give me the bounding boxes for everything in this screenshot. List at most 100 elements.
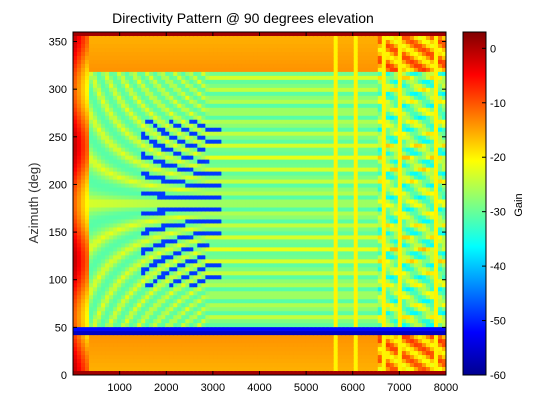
heatmap-cell (145, 91, 150, 97)
heatmap-cell (145, 367, 150, 372)
heatmap-cell (201, 247, 206, 252)
heatmap-cell (229, 55, 235, 61)
heatmap-cell (149, 251, 154, 256)
heatmap-cell (289, 347, 295, 352)
heatmap-cell (281, 275, 287, 280)
heatmap-cell (137, 63, 142, 69)
heatmap-cell (301, 87, 307, 93)
heatmap-cell (145, 67, 150, 73)
heatmap-cell (177, 79, 182, 85)
heatmap-cell (125, 335, 130, 340)
heatmap-cell (185, 147, 190, 153)
heatmap-cell (73, 199, 78, 205)
heatmap-cell (285, 115, 291, 121)
heatmap-cell (85, 299, 90, 304)
heatmap-cell (205, 223, 210, 229)
heatmap-cell (257, 363, 263, 368)
heatmap-cell (109, 159, 114, 165)
heatmap-cell (157, 95, 162, 101)
heatmap-cell (73, 39, 78, 45)
heatmap-cell (165, 279, 170, 284)
heatmap-cell (117, 267, 122, 272)
heatmap-cell (261, 319, 267, 324)
heatmap-cell (93, 111, 98, 117)
heatmap-cell (117, 151, 122, 157)
heatmap-cell (161, 163, 166, 169)
heatmap-cell (229, 63, 235, 69)
heatmap-cell (97, 335, 102, 340)
heatmap-cell (241, 283, 247, 288)
heatmap-cell (301, 263, 307, 268)
heatmap-cell (173, 87, 178, 93)
heatmap-cell (137, 287, 142, 292)
heatmap-cell (181, 331, 186, 336)
heatmap-cell (141, 35, 146, 41)
heatmap-cell (93, 327, 98, 332)
heatmap-cell (133, 303, 138, 308)
heatmap-cell (253, 343, 259, 348)
heatmap-cell (249, 335, 255, 340)
heatmap-cell (201, 283, 206, 288)
heatmap-cell (185, 155, 190, 161)
heatmap-cell (261, 215, 267, 221)
heatmap-cell (101, 371, 106, 375)
heatmap-cell (277, 195, 283, 201)
heatmap-cell (185, 243, 190, 248)
heatmap-cell (113, 291, 118, 296)
heatmap-cell (285, 95, 291, 101)
heatmap-cell (293, 359, 299, 364)
heatmap-cell (245, 275, 251, 280)
heatmap-cell (261, 211, 267, 217)
heatmap-cell (229, 39, 235, 45)
heatmap-cell (121, 295, 126, 300)
heatmap-cell (209, 111, 214, 117)
heatmap-cell (189, 339, 194, 344)
heatmap-cell (261, 155, 267, 161)
heatmap-cell (253, 327, 259, 332)
heatmap-cell (269, 355, 275, 360)
heatmap-cell (293, 115, 299, 121)
heatmap-cell (205, 251, 210, 256)
heatmap-cell (213, 159, 218, 165)
heatmap-cell (305, 35, 311, 41)
heatmap-cell (81, 59, 86, 65)
heatmap-cell (93, 131, 98, 137)
heatmap-cell (245, 179, 251, 185)
heatmap-cell (141, 167, 146, 173)
heatmap-cell (121, 243, 126, 248)
heatmap-cell (169, 167, 174, 173)
heatmap-cell (297, 239, 303, 244)
heatmap-cell (209, 63, 214, 69)
heatmap-cell (129, 343, 134, 348)
heatmap-cell (133, 243, 138, 248)
heatmap-cell (137, 127, 142, 133)
heatmap-cell (249, 91, 255, 97)
heatmap-cell (269, 347, 275, 352)
heatmap-cell (153, 75, 158, 81)
heatmap-cell (177, 131, 182, 137)
heatmap-cell (217, 32, 222, 37)
heatmap-cell (181, 211, 186, 217)
heatmap-cell (77, 39, 82, 45)
heatmap-cell (245, 127, 251, 133)
heatmap-cell (265, 219, 271, 225)
heatmap-cell (245, 119, 251, 125)
heatmap-cell (121, 343, 126, 348)
heatmap-cell (273, 135, 279, 141)
heatmap-cell (217, 127, 222, 133)
heatmap-cell (81, 259, 86, 264)
heatmap-cell (77, 59, 82, 65)
heatmap-cell (121, 283, 126, 288)
heatmap-cell (281, 183, 287, 189)
heatmap-cell (133, 167, 138, 173)
heatmap-cell (129, 95, 134, 101)
heatmap-cell (221, 95, 227, 101)
heatmap-cell (261, 331, 267, 336)
heatmap-cell (261, 363, 267, 368)
heatmap-cell (85, 75, 90, 81)
heatmap-cell (109, 299, 114, 304)
heatmap-cell (297, 32, 303, 37)
heatmap-cell (249, 103, 255, 109)
heatmap-cell (301, 115, 307, 121)
heatmap-cell (189, 263, 194, 268)
